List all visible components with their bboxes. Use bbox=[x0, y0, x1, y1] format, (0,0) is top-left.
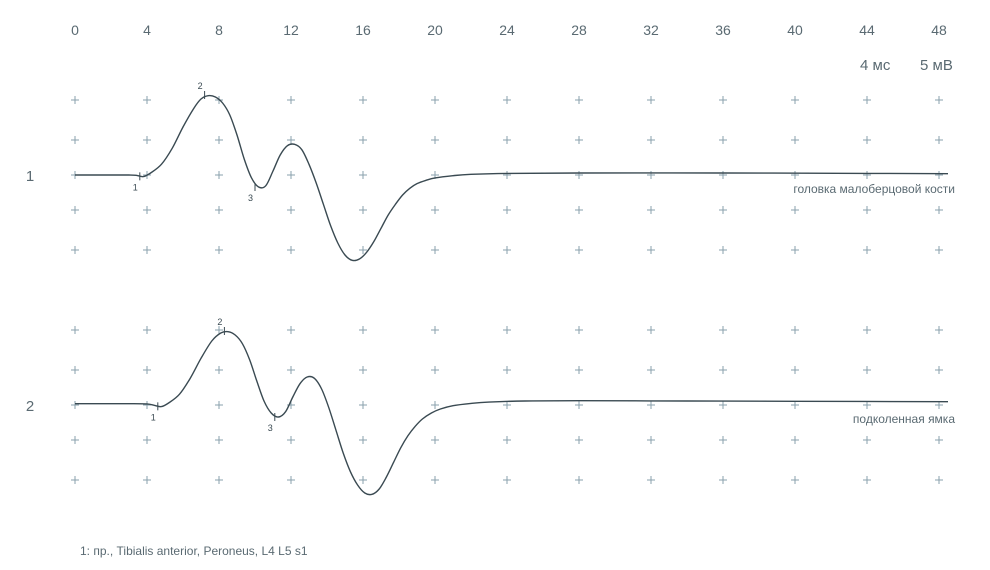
emg-chart: 048121620242832364044484 мс5 мВ1123голов… bbox=[0, 0, 990, 570]
chart-background bbox=[0, 0, 990, 570]
waveform-marker-label: 3 bbox=[268, 423, 273, 433]
x-axis-tick-label: 32 bbox=[643, 22, 659, 38]
waveform-marker-label: 1 bbox=[133, 182, 138, 192]
x-axis-tick-label: 44 bbox=[859, 22, 875, 38]
x-axis-tick-label: 16 bbox=[355, 22, 371, 38]
waveform-marker-label: 2 bbox=[217, 317, 222, 327]
trace-number: 1 bbox=[26, 168, 34, 185]
waveform-marker-label: 3 bbox=[248, 193, 253, 203]
x-axis-tick-label: 8 bbox=[215, 22, 223, 38]
x-axis-tick-label: 48 bbox=[931, 22, 947, 38]
x-axis-tick-label: 28 bbox=[571, 22, 587, 38]
footer-caption: 1: пр., Tibialis anterior, Peroneus, L4 … bbox=[80, 544, 308, 558]
trace-number: 2 bbox=[26, 398, 34, 415]
trace-site-label: головка малоберцовой кости bbox=[793, 182, 955, 196]
x-axis-tick-label: 12 bbox=[283, 22, 299, 38]
x-axis-tick-label: 4 bbox=[143, 22, 151, 38]
x-axis-tick-label: 24 bbox=[499, 22, 515, 38]
x-axis-tick-label: 0 bbox=[71, 22, 79, 38]
amp-scale-label: 5 мВ bbox=[920, 57, 953, 74]
trace-site-label: подколенная ямка bbox=[853, 412, 955, 426]
waveform-marker-label: 1 bbox=[151, 412, 156, 422]
waveform-marker-label: 2 bbox=[198, 81, 203, 91]
x-axis-tick-label: 40 bbox=[787, 22, 803, 38]
x-axis-tick-label: 36 bbox=[715, 22, 731, 38]
time-scale-label: 4 мс bbox=[860, 57, 891, 74]
x-axis-tick-label: 20 bbox=[427, 22, 443, 38]
